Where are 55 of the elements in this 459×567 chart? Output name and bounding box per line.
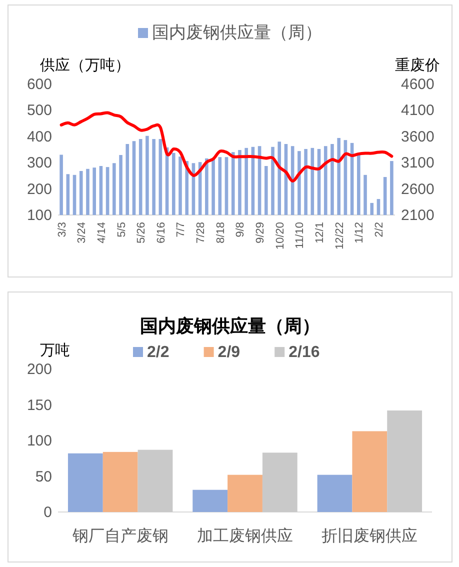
y2-tick-label: 4600 — [401, 76, 434, 93]
x-tick-label: 11/10 — [294, 222, 306, 249]
y-tick-label: 50 — [35, 468, 52, 486]
y-tick-label: 200 — [26, 361, 52, 378]
x-tick-label: 9/29 — [254, 222, 267, 244]
x-tick-label: 7/28 — [195, 222, 208, 244]
line-series — [60, 111, 394, 182]
legend-label: 2/2 — [147, 344, 170, 361]
legend-label: 2/16 — [288, 344, 320, 361]
chart-title: 国内废钢供应量（周） — [140, 316, 320, 336]
x-tick-label: 10/20 — [274, 222, 286, 250]
y2-tick-label: 3600 — [401, 128, 434, 146]
bar — [317, 474, 352, 512]
x-tick-label: 7/7 — [175, 222, 188, 238]
bar — [68, 453, 103, 512]
x-tick-label: 折旧废钢供应 — [322, 527, 418, 545]
x-tick-label: 12/22 — [334, 222, 346, 250]
y-axis-title: 万吨 — [40, 342, 70, 359]
x-tick-label: 2/2 — [373, 222, 386, 238]
y2-tick-label: 4100 — [401, 102, 434, 120]
y-axis-title: 供应（万吨） — [40, 57, 130, 74]
x-tick-label: 钢厂自产废钢 — [71, 527, 168, 545]
y-tick-label: 150 — [26, 396, 52, 414]
bar — [387, 410, 422, 512]
x-tick-label: 3/3 — [56, 222, 68, 238]
y-tick-label: 100 — [26, 432, 52, 450]
x-tick-label: 4/14 — [96, 222, 108, 244]
y-tick-label: 100 — [26, 207, 52, 224]
x-tick-label: 3/24 — [76, 222, 88, 244]
bar — [138, 450, 173, 512]
y-tick-label: 0 — [44, 504, 52, 521]
y-tick-label: 400 — [26, 128, 52, 146]
y2-tick-label: 2100 — [401, 207, 434, 224]
bar — [192, 490, 228, 512]
x-tick-label: 6/16 — [155, 222, 168, 244]
x-tick-label: 1/12 — [354, 222, 366, 244]
bar — [102, 452, 138, 512]
bar — [228, 474, 262, 512]
y2-tick-label: 3100 — [401, 154, 434, 172]
x-tick-label: 12/1 — [314, 222, 326, 244]
legend-label: 2/9 — [218, 344, 240, 361]
y-tick-label: 600 — [26, 76, 52, 93]
y2-axis-title: 重废价 — [395, 57, 440, 74]
x-tick-label: 加工废钢供应 — [197, 527, 293, 545]
x-tick-label: 5/26 — [136, 222, 148, 244]
y-tick-label: 200 — [26, 180, 52, 198]
y2-tick-label: 2600 — [401, 180, 434, 198]
y-tick-label: 300 — [26, 154, 52, 172]
x-tick-label: 9/8 — [234, 222, 247, 238]
x-tick-label: 8/18 — [214, 222, 227, 244]
legend-label: 国内废钢供应量（周） — [152, 23, 322, 42]
bar — [352, 431, 388, 512]
y-tick-label: 500 — [26, 102, 52, 120]
bar — [262, 452, 298, 512]
x-tick-label: 5/5 — [116, 222, 128, 238]
